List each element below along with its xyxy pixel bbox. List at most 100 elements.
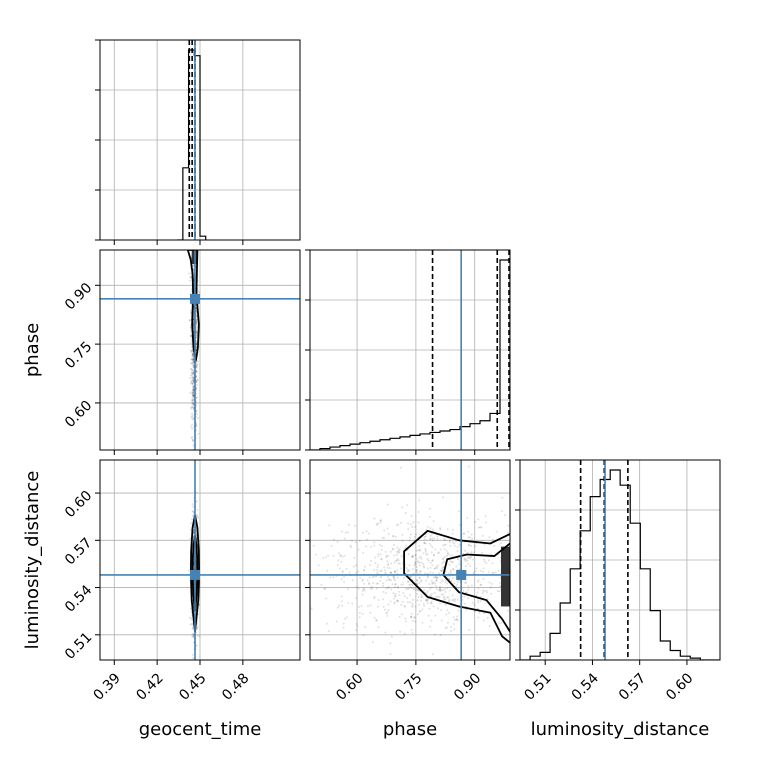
sample-point [192, 380, 195, 383]
sample-point [401, 533, 404, 536]
sample-point [192, 354, 195, 357]
sample-point [387, 575, 390, 578]
sample-point [432, 554, 435, 557]
sample-point [189, 326, 192, 329]
sample-point [191, 518, 194, 521]
sample-point [191, 358, 194, 361]
sample-point [433, 567, 436, 570]
sample-point [195, 425, 198, 428]
sample-point [338, 567, 341, 570]
sample-point [432, 528, 435, 531]
sample-point [442, 598, 445, 601]
x-tick-label: 0.54 [569, 670, 602, 703]
sample-point [396, 551, 399, 554]
sample-point [195, 340, 198, 343]
sample-point [487, 571, 490, 574]
sample-point [394, 571, 397, 574]
sample-point [420, 596, 423, 599]
sample-point [418, 576, 421, 579]
sample-point [435, 566, 438, 569]
sample-point [348, 571, 351, 574]
sample-point [440, 608, 443, 611]
sample-point [196, 634, 199, 637]
sample-point [379, 519, 382, 522]
sample-point [384, 631, 387, 634]
sample-point [368, 582, 371, 585]
sample-point [478, 611, 481, 614]
truth-marker [190, 293, 200, 304]
sample-point [448, 541, 451, 544]
sample-point [402, 583, 405, 586]
sample-point [429, 507, 432, 510]
sample-point [423, 541, 426, 544]
sample-point [479, 662, 481, 664]
sample-point [414, 562, 417, 565]
sample-point [312, 544, 315, 547]
sample-point [444, 591, 447, 594]
sample-point [444, 571, 447, 574]
sample-point [190, 380, 193, 383]
sample-point [456, 550, 459, 553]
sample-point [366, 579, 369, 582]
sample-point [458, 568, 461, 571]
sample-point [373, 544, 376, 547]
sample-point [191, 653, 194, 656]
sample-point [400, 583, 403, 586]
sample-point [466, 591, 469, 594]
sample-point [190, 339, 193, 342]
sample-point [429, 561, 432, 564]
sample-point [386, 503, 389, 506]
sample-point [372, 582, 375, 585]
sample-point [342, 626, 345, 629]
sample-point [429, 602, 432, 605]
sample-point [196, 366, 199, 369]
sample-point [495, 530, 498, 533]
sample-point [337, 559, 340, 562]
sample-point [469, 556, 472, 559]
sample-point [285, 549, 287, 551]
sample-point [413, 616, 416, 619]
sample-point [375, 522, 378, 525]
sample-point [410, 628, 413, 631]
sample-point [480, 526, 483, 529]
sample-point [442, 596, 445, 599]
sample-point [191, 368, 194, 371]
sample-point [389, 571, 392, 574]
sample-point [414, 586, 417, 589]
sample-point [195, 374, 198, 377]
sample-point [403, 595, 406, 598]
sample-point [386, 566, 389, 569]
sample-point [455, 618, 458, 621]
sample-point [417, 613, 420, 616]
truth-marker [190, 569, 200, 580]
sample-point [390, 635, 393, 638]
sample-point [448, 598, 451, 601]
sample-point [390, 579, 393, 582]
sample-point [379, 579, 382, 582]
sample-point [191, 618, 194, 621]
sample-point [421, 608, 424, 611]
sample-point [416, 579, 419, 582]
sample-point [457, 558, 460, 561]
sample-point [431, 537, 434, 540]
sample-point [355, 564, 358, 567]
sample-point [467, 543, 470, 546]
sample-point [195, 319, 198, 322]
sample-point [465, 608, 468, 611]
sample-point [191, 418, 194, 421]
sample-point [477, 616, 480, 619]
sample-point [375, 619, 378, 622]
sample-point [437, 551, 440, 554]
sample-point [343, 580, 346, 583]
sample-point [477, 580, 480, 583]
sample-point [195, 500, 198, 503]
sample-point [192, 358, 195, 361]
sample-point [442, 566, 445, 569]
sample-point [198, 635, 201, 638]
sample-point [410, 612, 413, 615]
y-tick-label: 0.60 [62, 488, 95, 521]
sample-point [326, 622, 329, 625]
sample-point [192, 657, 195, 660]
sample-point [444, 578, 447, 581]
